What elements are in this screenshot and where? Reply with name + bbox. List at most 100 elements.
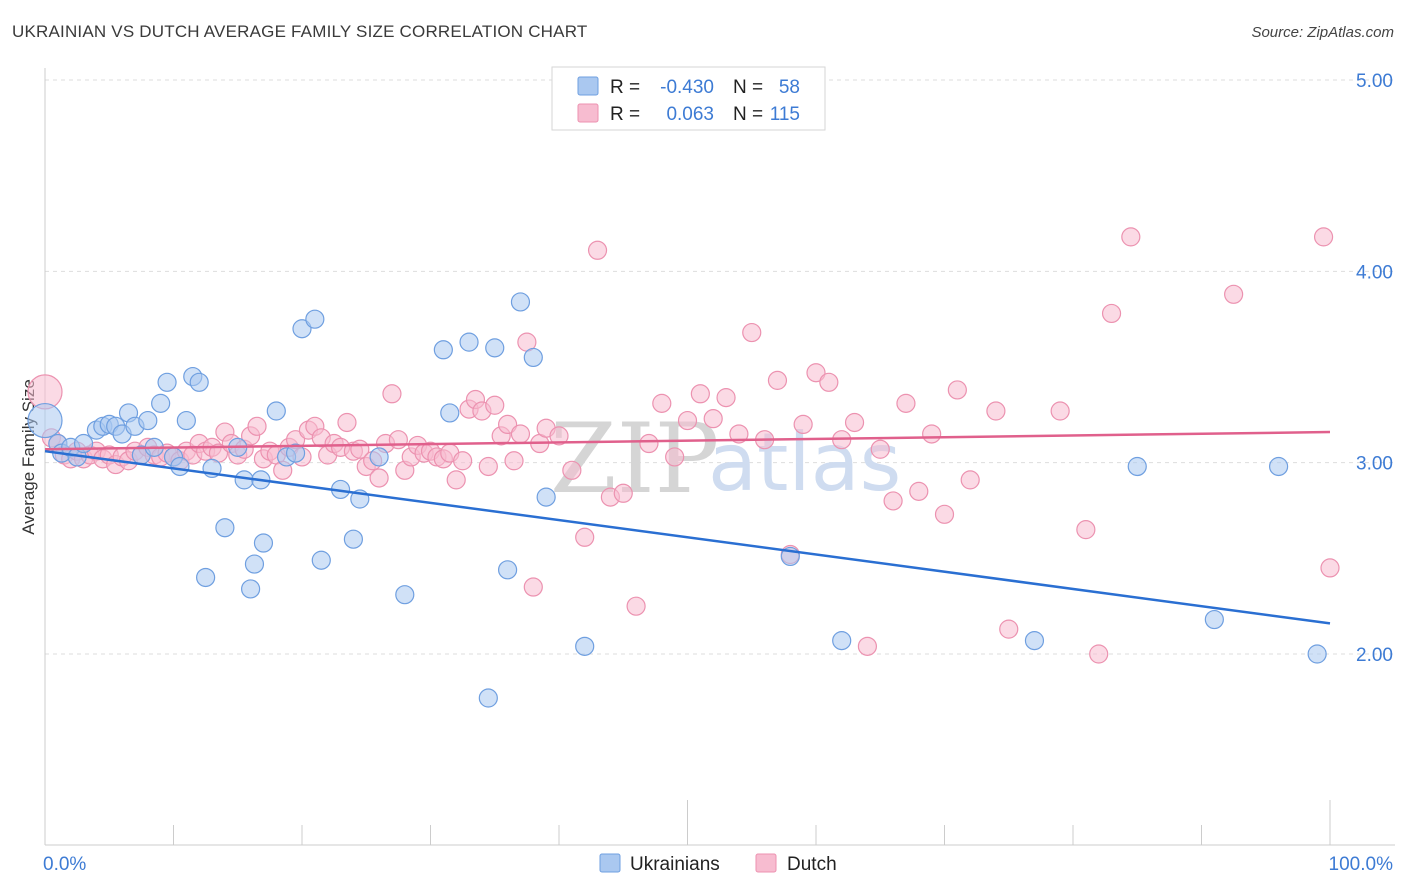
dutch-point: [523, 577, 543, 597]
dutch-point: [742, 322, 762, 343]
ukrainians-point: [459, 332, 479, 352]
ukrainians-point: [1307, 644, 1327, 664]
dutch-point: [504, 451, 524, 471]
ukrainians-point: [138, 410, 158, 431]
dutch-point: [1313, 227, 1334, 247]
ukrainians-trend-line: [44, 449, 1331, 625]
dutch-point: [806, 363, 826, 383]
ukrainians-point: [498, 560, 518, 580]
ukrainians-point: [1127, 456, 1147, 477]
legend-swatch-dutch: [755, 853, 777, 873]
ukrainians-point: [832, 631, 852, 651]
ukrainians-point: [510, 292, 531, 312]
ukrainians-point: [196, 567, 216, 588]
dutch-point: [498, 414, 518, 434]
legend-swatch-ukrainians: [599, 853, 621, 873]
ukrainians-point: [151, 393, 171, 413]
stats-n-value-ukrainians: 58: [779, 77, 800, 98]
ukrainians-point: [244, 554, 265, 574]
ukrainians-point: [1024, 631, 1045, 651]
source-label: Source: ZipAtlas.com: [1251, 24, 1394, 41]
dutch-point: [767, 370, 788, 390]
dutch-point: [587, 240, 608, 260]
ukrainians-point: [485, 338, 505, 358]
ukrainians-point: [241, 579, 261, 599]
ukrainians-point: [176, 410, 196, 431]
dutch-point: [369, 468, 389, 488]
dutch-point: [909, 481, 929, 501]
dutch-point: [934, 504, 955, 524]
ukrainians-point: [311, 550, 331, 570]
dutch-point: [857, 636, 878, 656]
dutch-point: [337, 412, 357, 433]
ukrainians-point: [1268, 456, 1289, 477]
dutch-point: [870, 439, 890, 459]
ukrainians-point: [253, 533, 274, 553]
dutch-point: [1076, 520, 1096, 540]
dutch-point: [382, 384, 402, 404]
stats-swatch-dutch: [577, 103, 599, 123]
ukrainians-point: [536, 487, 556, 507]
dutch-point: [485, 395, 505, 415]
ukrainians-point: [478, 688, 498, 708]
legend: Ukrainians Dutch: [599, 853, 837, 875]
legend-label-dutch: Dutch: [787, 854, 837, 875]
ukrainians-point: [343, 529, 363, 549]
dutch-point: [639, 433, 659, 454]
stats-r-value-dutch: 0.063: [666, 104, 714, 125]
dutch-point: [1101, 303, 1122, 324]
dutch-point: [896, 393, 916, 413]
ukrainians-point: [170, 456, 190, 477]
dutch-point: [510, 424, 531, 444]
dutch-point: [562, 460, 582, 480]
ukrainians-point: [1204, 609, 1224, 630]
dutch-point: [247, 416, 267, 436]
stats-box: R = -0.430 N = 58 R = 0.063 N = 115: [551, 66, 826, 131]
axes: [44, 68, 1395, 846]
ukrainians-point: [285, 443, 306, 463]
dutch-point: [1224, 284, 1244, 304]
dutch-point: [665, 447, 685, 467]
dutch-point: [947, 380, 967, 400]
stats-r-value-ukrainians: -0.430: [660, 77, 714, 98]
dutch-point: [652, 393, 672, 413]
stats-r-label-ukrainians: R =: [610, 77, 640, 98]
ukrainians-point: [266, 401, 286, 421]
ukrainians-point: [27, 402, 63, 439]
ukrainians-point: [292, 319, 312, 339]
x-tick-label-max: 100.0%: [1329, 854, 1394, 875]
ukrainians-point: [305, 309, 325, 329]
dutch-point: [549, 426, 569, 446]
dutch-point: [986, 401, 1006, 421]
stats-n-label-ukrainians: N =: [733, 77, 763, 98]
ukrainians-point: [157, 372, 177, 392]
ukrainians-point: [433, 340, 453, 360]
ukrainians-point: [395, 585, 415, 605]
dutch-trend-line: [44, 430, 1331, 451]
stats-r-label-dutch: R =: [610, 104, 640, 125]
dutch-point: [1089, 644, 1109, 664]
dutch-point: [883, 491, 903, 511]
legend-label-ukrainians: Ukrainians: [630, 854, 720, 875]
dutch-point: [1121, 227, 1141, 247]
x-tick-label-min: 0.0%: [43, 854, 86, 875]
ukrainians-point: [189, 372, 209, 392]
y-tick-label: 4.00: [1356, 262, 1393, 283]
dutch-point: [729, 424, 749, 444]
y-tick-label: 5.00: [1356, 71, 1393, 92]
dutch-point: [999, 619, 1019, 639]
dutch-point: [446, 470, 466, 490]
ukrainians-point: [440, 403, 460, 423]
dutch-point: [703, 409, 723, 429]
trend-lines: [44, 430, 1331, 625]
dutch-point: [677, 410, 698, 431]
y-tick-label: 2.00: [1356, 645, 1393, 666]
dutch-point: [575, 527, 595, 547]
dutch-point: [960, 470, 980, 490]
dutch-point: [844, 412, 865, 433]
dutch-point: [690, 384, 710, 404]
chart-title: UKRAINIAN VS DUTCH AVERAGE FAMILY SIZE C…: [12, 22, 588, 41]
ukrainians-point: [575, 636, 595, 656]
dutch-point: [626, 596, 646, 616]
